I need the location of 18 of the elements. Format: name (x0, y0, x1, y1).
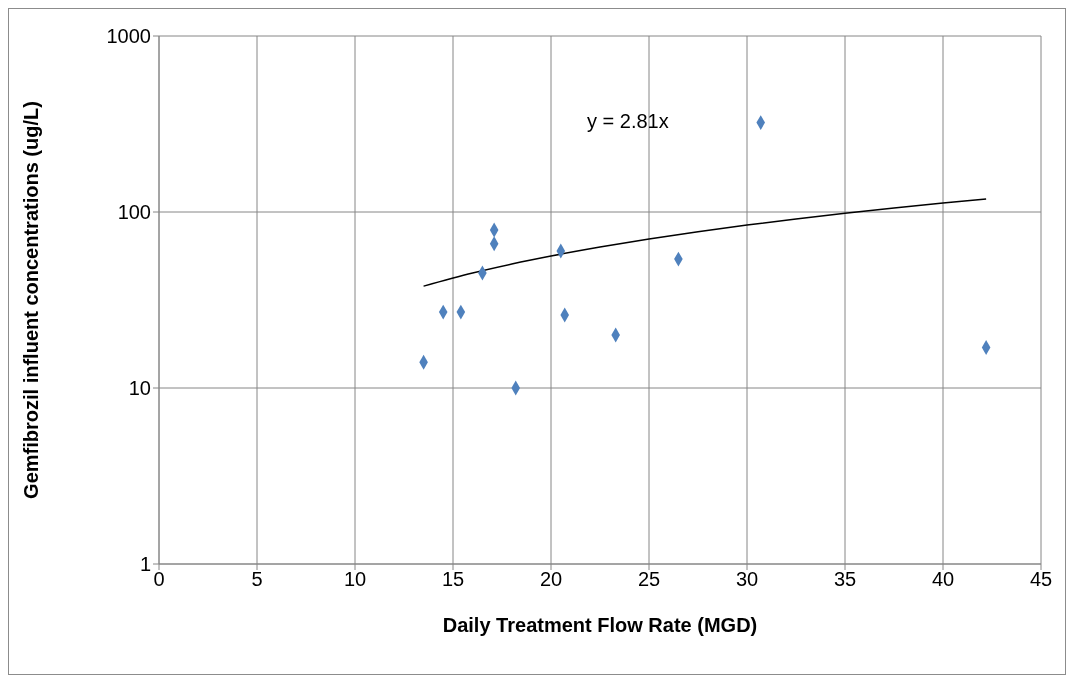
x-axis-title: Daily Treatment Flow Rate (MGD) (442, 614, 758, 636)
line-series (422, 198, 987, 287)
x-tick-label: 20 (539, 568, 563, 591)
x-tick-label: 0 (153, 568, 165, 591)
y-tick-label: 1000 (106, 25, 151, 48)
x-tick-label: 5 (251, 568, 263, 591)
y-tick-label: 1 (139, 553, 151, 576)
y-tick-label: 10 (128, 377, 151, 400)
x-tick-label: 35 (833, 568, 857, 591)
x-tick-label: 40 (931, 568, 955, 591)
y-axis-title: Gemfibrozil influent concentrations (ug/L) (20, 101, 43, 499)
x-tick-label: 15 (441, 568, 465, 591)
x-tick-label: 25 (637, 568, 661, 591)
x-tick-label: 30 (735, 568, 759, 591)
x-tick-label: 45 (1029, 568, 1053, 591)
annotation: y = 2.81x (587, 110, 669, 133)
x-tick-label: 10 (343, 568, 367, 591)
y-tick-label: 100 (117, 201, 151, 224)
